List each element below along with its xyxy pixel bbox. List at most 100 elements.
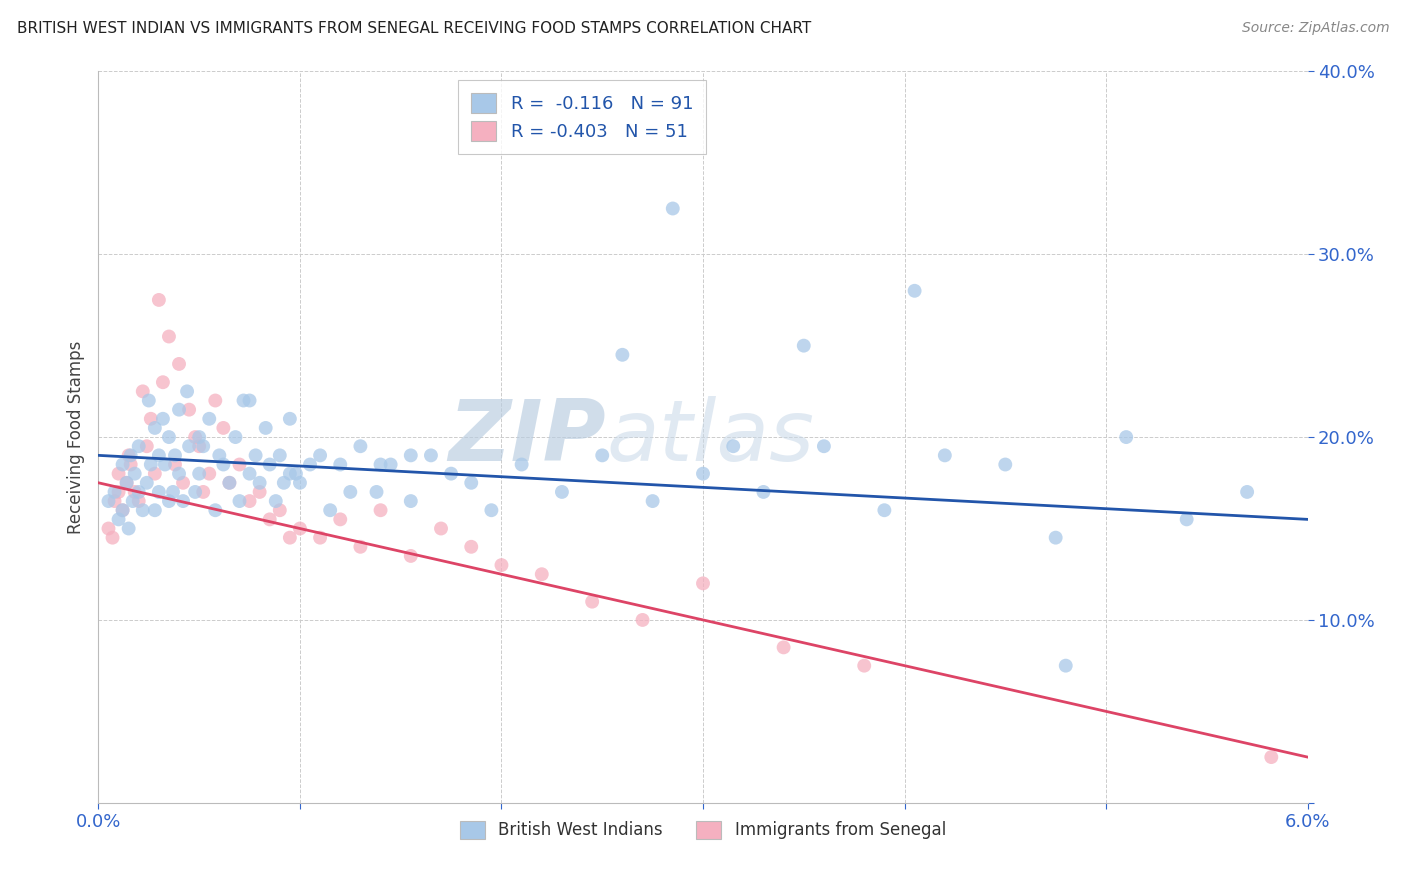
Point bbox=[581, 594, 603, 608]
Point bbox=[128, 494, 150, 508]
Point bbox=[135, 439, 157, 453]
Point bbox=[97, 494, 120, 508]
Point bbox=[551, 485, 574, 500]
Point bbox=[239, 467, 262, 481]
Point bbox=[264, 494, 287, 508]
Point bbox=[994, 458, 1017, 472]
Point bbox=[228, 458, 250, 472]
Point bbox=[167, 402, 190, 417]
Point bbox=[440, 467, 463, 481]
Point bbox=[366, 485, 388, 500]
Point bbox=[460, 475, 482, 490]
Point bbox=[115, 475, 138, 490]
Point bbox=[120, 448, 142, 462]
Point bbox=[339, 485, 361, 500]
Point bbox=[269, 448, 291, 462]
Point bbox=[249, 475, 271, 490]
Point bbox=[692, 576, 714, 591]
Point bbox=[115, 475, 138, 490]
Text: ZIP: ZIP bbox=[449, 395, 606, 479]
Point bbox=[399, 494, 422, 508]
Point bbox=[420, 448, 443, 462]
Point bbox=[139, 412, 162, 426]
Point bbox=[399, 549, 422, 563]
Point bbox=[204, 503, 226, 517]
Point bbox=[139, 458, 162, 472]
Point bbox=[107, 485, 129, 500]
Text: BRITISH WEST INDIAN VS IMMIGRANTS FROM SENEGAL RECEIVING FOOD STAMPS CORRELATION: BRITISH WEST INDIAN VS IMMIGRANTS FROM S… bbox=[17, 21, 811, 37]
Point bbox=[124, 467, 146, 481]
Point bbox=[176, 384, 198, 399]
Point bbox=[118, 521, 141, 535]
Point bbox=[793, 338, 815, 352]
Point bbox=[184, 430, 207, 444]
Point bbox=[772, 640, 794, 655]
Point bbox=[631, 613, 654, 627]
Point bbox=[218, 475, 240, 490]
Point bbox=[309, 448, 332, 462]
Point bbox=[148, 485, 170, 500]
Point bbox=[370, 458, 392, 472]
Point bbox=[278, 531, 301, 545]
Point bbox=[612, 348, 634, 362]
Point bbox=[239, 494, 262, 508]
Point bbox=[245, 448, 267, 462]
Point bbox=[430, 521, 453, 535]
Point bbox=[273, 475, 295, 490]
Point bbox=[97, 521, 120, 535]
Point bbox=[128, 485, 150, 500]
Point bbox=[143, 467, 166, 481]
Point bbox=[460, 540, 482, 554]
Point bbox=[135, 475, 157, 490]
Point bbox=[239, 393, 262, 408]
Point bbox=[193, 439, 215, 453]
Y-axis label: Receiving Food Stamps: Receiving Food Stamps bbox=[66, 341, 84, 533]
Point bbox=[212, 421, 235, 435]
Text: atlas: atlas bbox=[606, 395, 814, 479]
Point bbox=[491, 558, 513, 573]
Point bbox=[152, 375, 174, 389]
Point bbox=[278, 412, 301, 426]
Point bbox=[143, 421, 166, 435]
Point bbox=[162, 485, 184, 500]
Point bbox=[179, 439, 201, 453]
Point bbox=[111, 503, 134, 517]
Point bbox=[380, 458, 402, 472]
Point bbox=[813, 439, 835, 453]
Point bbox=[198, 467, 221, 481]
Point bbox=[118, 448, 141, 462]
Point bbox=[1236, 485, 1258, 500]
Point bbox=[153, 458, 176, 472]
Point bbox=[188, 439, 211, 453]
Point bbox=[103, 494, 125, 508]
Point bbox=[399, 448, 422, 462]
Point bbox=[1115, 430, 1137, 444]
Point bbox=[157, 329, 180, 343]
Point bbox=[143, 503, 166, 517]
Point bbox=[370, 503, 392, 517]
Point bbox=[232, 393, 254, 408]
Point bbox=[121, 494, 143, 508]
Point bbox=[198, 412, 221, 426]
Point bbox=[152, 412, 174, 426]
Point bbox=[193, 485, 215, 500]
Point bbox=[284, 467, 307, 481]
Point bbox=[172, 475, 194, 490]
Point bbox=[288, 475, 311, 490]
Point bbox=[853, 658, 876, 673]
Point bbox=[107, 467, 129, 481]
Point bbox=[752, 485, 775, 500]
Point bbox=[218, 475, 240, 490]
Point bbox=[1175, 512, 1198, 526]
Point bbox=[329, 458, 352, 472]
Point bbox=[641, 494, 664, 508]
Point bbox=[132, 384, 155, 399]
Point bbox=[278, 467, 301, 481]
Point bbox=[128, 439, 150, 453]
Point bbox=[148, 448, 170, 462]
Point bbox=[329, 512, 352, 526]
Point bbox=[167, 357, 190, 371]
Point bbox=[167, 467, 190, 481]
Point bbox=[1045, 531, 1067, 545]
Point bbox=[188, 430, 211, 444]
